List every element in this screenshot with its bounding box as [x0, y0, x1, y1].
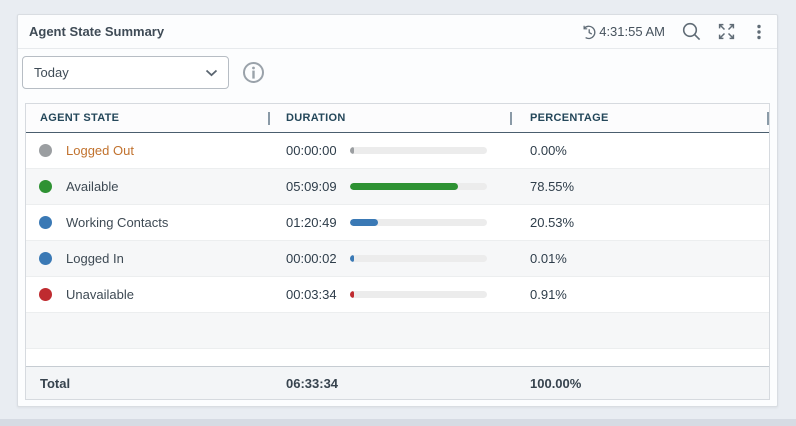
percentage-cell: 0.00% [530, 143, 567, 158]
duration-bar-track [350, 255, 487, 262]
duration-bar-track [350, 183, 487, 190]
duration-bar-track [350, 219, 487, 226]
percentage-cell: 0.91% [530, 287, 567, 302]
duration-value: 05:09:09 [286, 179, 337, 194]
percentage-cell: 0.01% [530, 251, 567, 266]
column-header-agent-state[interactable]: AGENT STATE [26, 104, 270, 132]
state-label[interactable]: Unavailable [66, 287, 134, 302]
duration-bar-fill [350, 183, 458, 190]
total-duration: 06:33:34 [286, 375, 339, 391]
column-separator [268, 112, 270, 125]
agent-state-summary-widget: Agent State Summary 4:31:55 AM [17, 14, 778, 407]
duration-bar-fill [350, 291, 354, 298]
search-icon[interactable] [681, 21, 702, 42]
duration-bar-track [350, 147, 487, 154]
table-row: Logged In 00:00:02 0.01% [26, 241, 769, 277]
duration-bar-fill [350, 255, 354, 262]
state-cell: Unavailable [26, 287, 270, 302]
state-label[interactable]: Logged Out [66, 143, 134, 158]
total-percentage: 100.00% [530, 375, 582, 391]
duration-value: 00:00:02 [286, 251, 337, 266]
column-header-percentage[interactable]: PERCENTAGE [512, 104, 769, 132]
state-color-dot [39, 180, 52, 193]
state-color-dot [39, 252, 52, 265]
state-cell: Logged Out [26, 143, 270, 158]
table-row: Available 05:09:09 78.55% [26, 169, 769, 205]
duration-bar-fill [350, 219, 379, 226]
duration-bar-fill [350, 147, 354, 154]
state-label[interactable]: Available [66, 179, 119, 194]
percentage-cell: 20.53% [530, 215, 575, 230]
page-background-strip [0, 419, 796, 426]
state-cell: Working Contacts [26, 215, 270, 230]
column-separator [510, 112, 512, 125]
column-header-duration[interactable]: DURATION [270, 104, 512, 132]
duration-value: 00:03:34 [286, 287, 337, 302]
duration-bar-track [350, 291, 487, 298]
column-header-label: DURATION [286, 112, 346, 124]
duration-cell: 00:00:02 [270, 251, 512, 266]
total-row: Total 06:33:34 100.00% [26, 366, 769, 399]
duration-cell: 00:00:00 [270, 143, 512, 158]
date-range-selected: Today [34, 65, 69, 80]
widget-toolbar: Today [18, 49, 777, 89]
header-controls: 4:31:55 AM [581, 21, 767, 42]
state-color-dot [39, 144, 52, 157]
table-row: Logged Out 00:00:00 0.00% [26, 133, 769, 169]
info-icon[interactable] [243, 62, 264, 83]
column-separator [767, 112, 769, 125]
state-cell: Available [26, 179, 270, 194]
widget-header: Agent State Summary 4:31:55 AM [18, 15, 777, 49]
column-header-label: PERCENTAGE [530, 112, 609, 124]
percentage-cell: 78.55% [530, 179, 575, 194]
state-cell: Logged In [26, 251, 270, 266]
total-label: Total [40, 375, 71, 391]
duration-value: 00:00:00 [286, 143, 337, 158]
duration-cell: 01:20:49 [270, 215, 512, 230]
table-header-row: AGENT STATE DURATION PERCENTAGE [26, 104, 769, 133]
chevron-down-icon [205, 69, 218, 77]
column-header-label: AGENT STATE [40, 112, 120, 124]
kebab-menu-icon[interactable] [751, 23, 767, 41]
last-refresh-time: 4:31:55 AM [581, 24, 665, 40]
duration-value: 01:20:49 [286, 215, 337, 230]
state-label[interactable]: Logged In [66, 251, 124, 266]
clock-history-icon [581, 24, 597, 40]
agent-state-table: AGENT STATE DURATION PERCENTAGE Logged O… [25, 103, 770, 400]
duration-cell: 00:03:34 [270, 287, 512, 302]
state-color-dot [39, 288, 52, 301]
duration-cell: 05:09:09 [270, 179, 512, 194]
date-range-dropdown[interactable]: Today [22, 56, 229, 89]
table-row: Working Contacts 01:20:49 20.53% [26, 205, 769, 241]
state-color-dot [39, 216, 52, 229]
widget-title: Agent State Summary [29, 24, 165, 39]
empty-row [26, 313, 769, 349]
time-text: 4:31:55 AM [599, 24, 665, 39]
empty-space [26, 349, 769, 366]
state-label[interactable]: Working Contacts [66, 215, 169, 230]
expand-icon[interactable] [717, 22, 736, 41]
table-row: Unavailable 00:03:34 0.91% [26, 277, 769, 313]
